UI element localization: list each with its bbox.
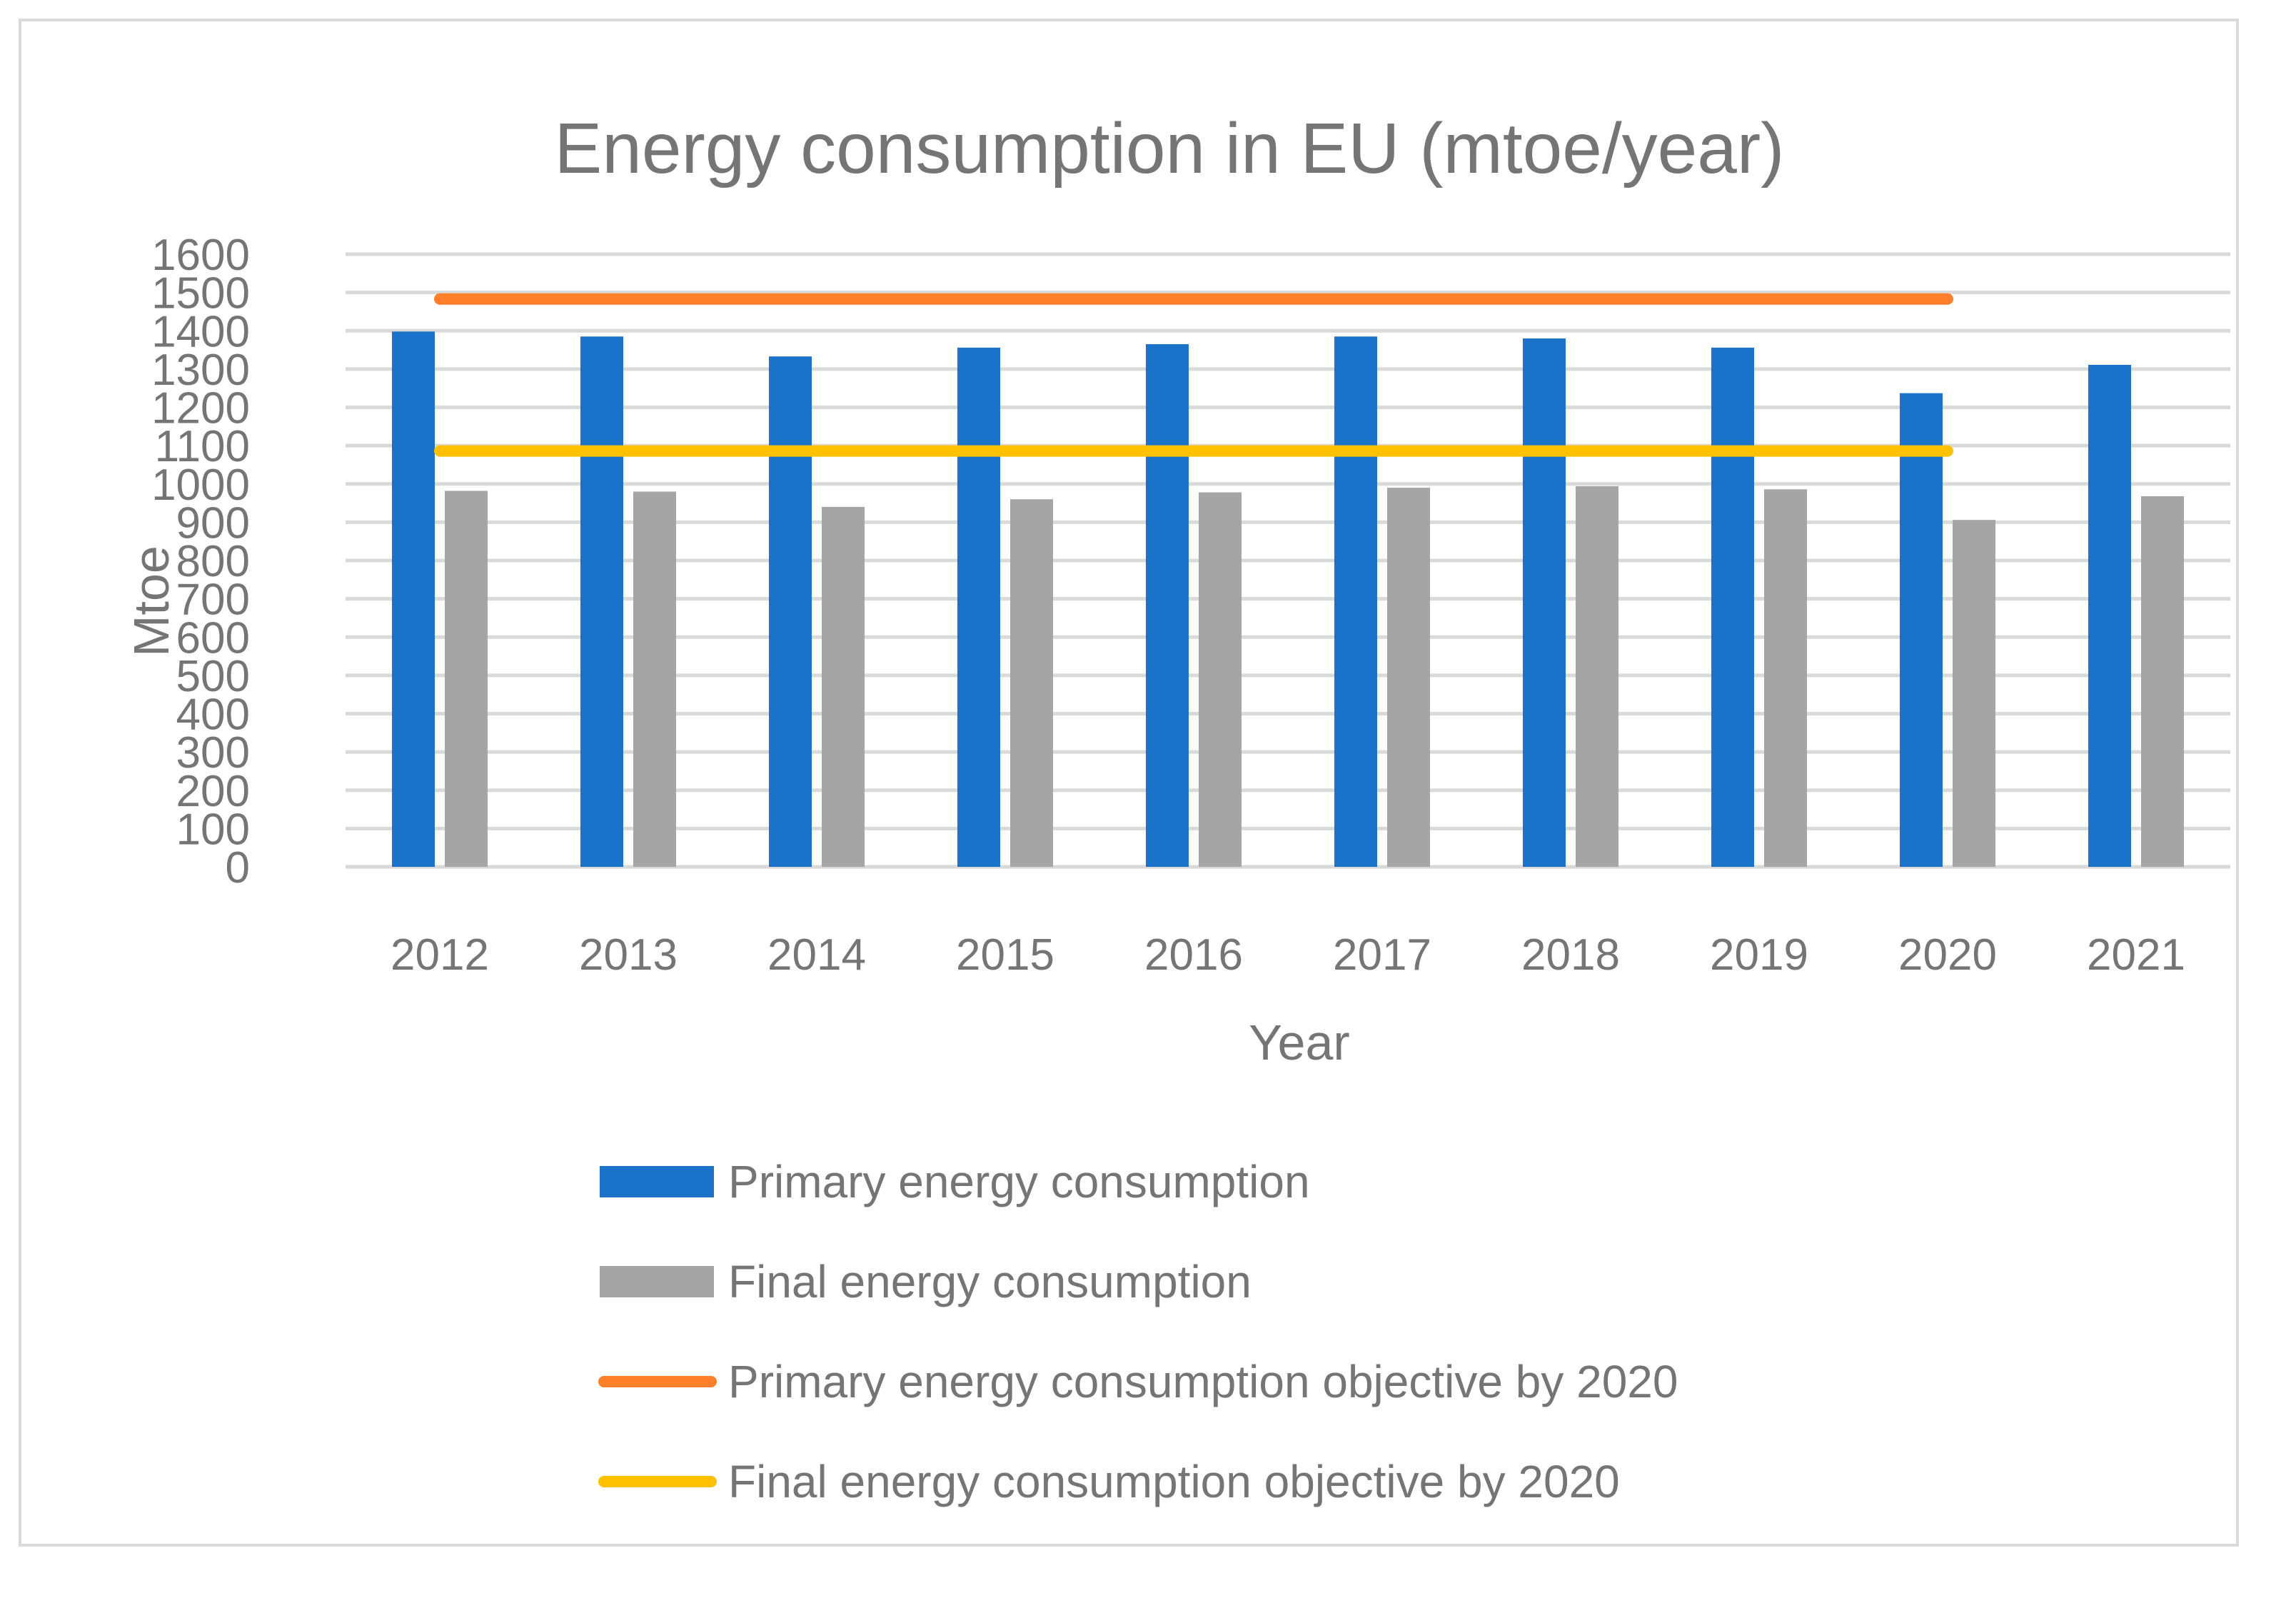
- primary-bar-2014: [769, 356, 812, 868]
- y-tick-label: 400: [176, 690, 250, 740]
- primary-bar-2019: [1711, 347, 1754, 868]
- chart-title: Energy consumption in EU (mtoe/year): [555, 109, 1785, 189]
- y-tick-label: 1000: [151, 461, 250, 510]
- legend: Primary energy consumption Final energy c…: [598, 1156, 1678, 1507]
- final-bar-2013: [633, 491, 676, 867]
- y-tick-label: 1300: [151, 346, 250, 395]
- y-tick-label: 600: [176, 613, 250, 663]
- x-tick-label: 2018: [1521, 930, 1620, 980]
- x-tick-label: 2020: [1898, 930, 1997, 980]
- x-tick-label: 2013: [579, 930, 678, 980]
- primary-bar-2017: [1334, 336, 1377, 867]
- primary-bar-2012: [392, 331, 435, 867]
- y-tick-label: 800: [176, 537, 250, 586]
- legend-primary-swatch: [600, 1166, 714, 1197]
- y-axis-ticks: 0100200300400500600700800900100011001200…: [151, 231, 250, 893]
- final-bar-2021: [2141, 496, 2184, 867]
- x-axis-title: Year: [1249, 1015, 1349, 1070]
- primary-bar-2013: [580, 336, 623, 867]
- primary-bar-2015: [957, 347, 1000, 868]
- final-bar-2012: [445, 491, 488, 867]
- legend-primary-label: Primary energy consumption: [728, 1156, 1310, 1207]
- primary-bar-2020: [1900, 393, 1943, 867]
- final-bar-2018: [1576, 486, 1618, 867]
- legend-final-objective-label: Final energy consumption objective by 20…: [728, 1456, 1620, 1507]
- primary-bar-2016: [1146, 344, 1189, 867]
- final-bar-2017: [1387, 488, 1430, 867]
- legend-primary-objective-label: Primary energy consumption objective by …: [728, 1356, 1678, 1407]
- x-tick-label: 2021: [2087, 930, 2185, 980]
- final-bar-2015: [1010, 499, 1053, 867]
- bars: [392, 331, 2184, 868]
- y-tick-label: 0: [226, 843, 250, 893]
- y-tick-label: 1600: [151, 231, 250, 280]
- chart: Energy consumption in EU (mtoe/year) 010…: [124, 109, 2230, 1507]
- x-tick-label: 2015: [956, 930, 1054, 980]
- primary-bar-2018: [1523, 338, 1566, 868]
- y-tick-label: 500: [176, 652, 250, 701]
- legend-final-swatch: [600, 1266, 714, 1297]
- target-lines: [434, 293, 1953, 457]
- x-tick-label: 2017: [1333, 930, 1431, 980]
- primary-bar-2021: [2088, 364, 2131, 867]
- y-tick-label: 900: [176, 498, 250, 548]
- x-tick-label: 2019: [1710, 930, 1808, 980]
- x-tick-label: 2012: [391, 930, 489, 980]
- gridlines: [346, 252, 2230, 869]
- final-bar-2014: [822, 506, 865, 867]
- final-bar-2019: [1764, 489, 1807, 867]
- y-tick-label: 200: [176, 767, 250, 816]
- y-tick-label: 1400: [151, 307, 250, 356]
- final-bar-2016: [1199, 492, 1242, 867]
- chart-frame: Energy consumption in EU (mtoe/year) 0 10…: [19, 19, 2239, 1547]
- x-tick-label: 2014: [767, 930, 866, 980]
- y-tick-label: 1500: [151, 269, 250, 318]
- x-axis-ticks: 2012 2013 2014 2015 2016 2017 2018 2019 2020 2021: [391, 930, 2185, 980]
- y-tick-label: 300: [176, 728, 250, 778]
- final-bar-2020: [1953, 520, 1995, 867]
- y-tick-label: 100: [176, 805, 250, 854]
- y-tick-label: 1100: [155, 422, 250, 471]
- legend-final-label: Final energy consumption: [728, 1256, 1252, 1307]
- y-tick-label: 1200: [151, 384, 250, 433]
- x-tick-label: 2016: [1144, 930, 1243, 980]
- y-axis-title: Mtoe: [124, 546, 179, 657]
- y-tick-label: 700: [176, 576, 250, 625]
